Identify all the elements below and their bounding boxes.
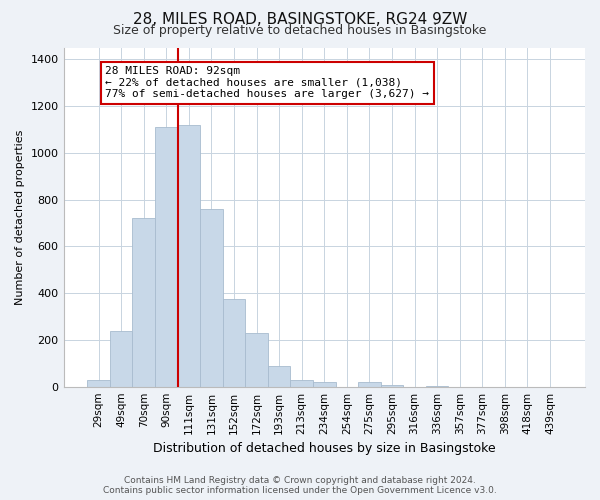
Bar (223, 299, 245, 386)
Text: Contains HM Land Registry data © Crown copyright and database right 2024.
Contai: Contains HM Land Registry data © Crown c… (103, 476, 497, 495)
Bar (178, 124, 200, 386)
Bar (110, 330, 133, 386)
Text: Size of property relative to detached houses in Basingstoke: Size of property relative to detached ho… (113, 24, 487, 37)
Bar (381, 385, 403, 386)
Text: 28, MILES ROAD, BASINGSTOKE, RG24 9ZW: 28, MILES ROAD, BASINGSTOKE, RG24 9ZW (133, 12, 467, 28)
Bar (87, 380, 110, 386)
Bar (313, 382, 335, 386)
Bar (290, 380, 313, 386)
Bar (245, 333, 268, 386)
Y-axis label: Number of detached properties: Number of detached properties (15, 130, 25, 305)
Bar (358, 382, 381, 386)
Text: 28 MILES ROAD: 92sqm
← 22% of detached houses are smaller (1,038)
77% of semi-de: 28 MILES ROAD: 92sqm ← 22% of detached h… (106, 66, 430, 100)
Bar (200, 209, 223, 386)
X-axis label: Distribution of detached houses by size in Basingstoke: Distribution of detached houses by size … (153, 442, 496, 455)
Bar (133, 218, 155, 386)
Bar (155, 127, 178, 386)
Bar (268, 366, 290, 386)
